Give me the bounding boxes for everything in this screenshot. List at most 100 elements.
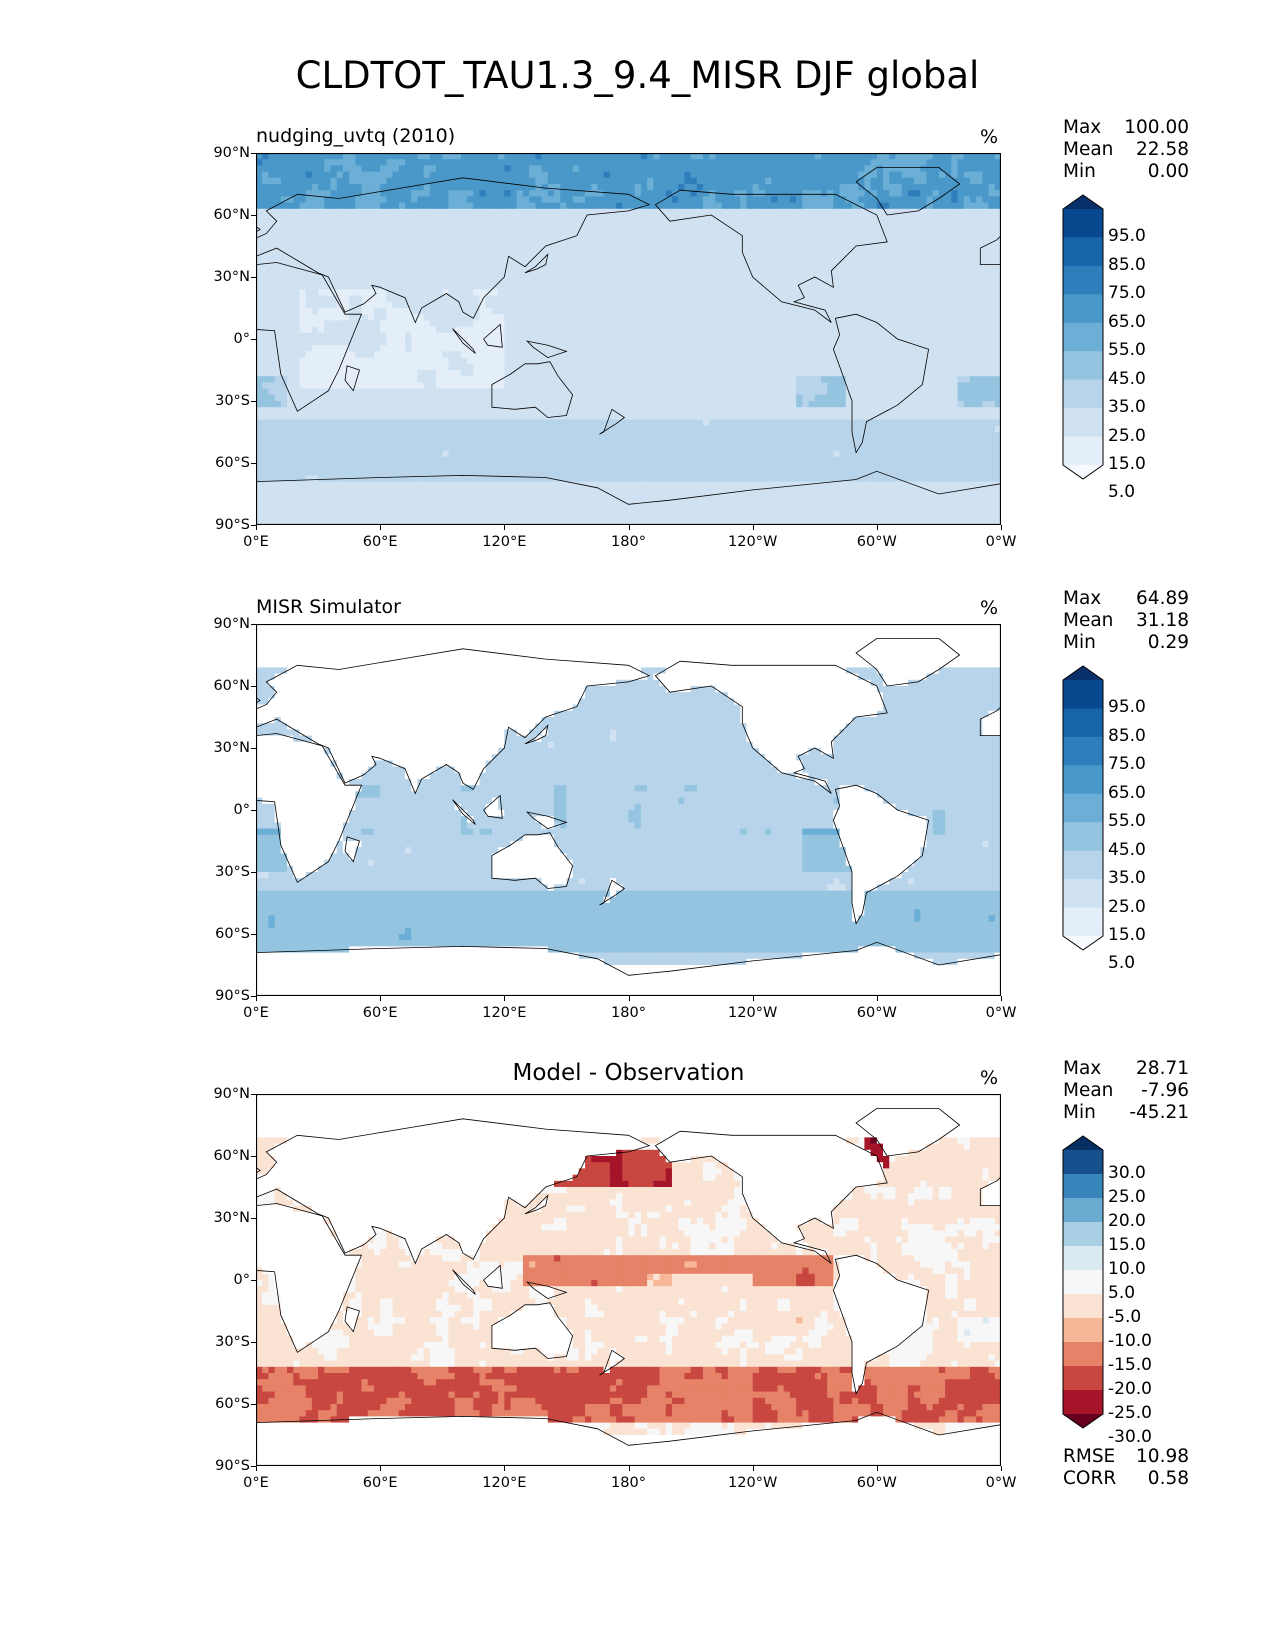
diff-lat-tick: 90°S bbox=[194, 1458, 250, 1474]
ref-colorbar-tick: 35.0 bbox=[1108, 868, 1146, 888]
diff-lat-tick-mark bbox=[251, 1218, 256, 1219]
diff-colorbar-bin bbox=[1063, 1366, 1103, 1391]
test-colorbar-tick: 95.0 bbox=[1108, 226, 1146, 246]
test-colorbar-tick: 55.0 bbox=[1108, 340, 1146, 360]
diff-colorbar-bin bbox=[1063, 1390, 1103, 1415]
test-lat-tick-mark bbox=[251, 525, 256, 526]
ref-lat-tick-mark bbox=[251, 934, 256, 935]
diff-colorbar-tick: 25.0 bbox=[1108, 1187, 1146, 1207]
ref-stat-value: 0.29 bbox=[1148, 632, 1189, 653]
ref-lat-tick-mark bbox=[251, 810, 256, 811]
test-stat-value: 100.00 bbox=[1124, 117, 1189, 138]
diff-metric-label: CORR bbox=[1063, 1468, 1116, 1489]
diff-lon-tick-mark bbox=[1001, 1466, 1002, 1471]
diff-lat-tick-mark bbox=[251, 1466, 256, 1467]
test-stat-label: Mean bbox=[1063, 139, 1113, 160]
test-lon-tick: 180° bbox=[589, 534, 669, 550]
diff-lon-tick: 180° bbox=[589, 1475, 669, 1491]
ref-colorbar-bin bbox=[1063, 708, 1103, 738]
test-lon-tick-mark bbox=[256, 525, 257, 530]
ref-map bbox=[256, 624, 1001, 996]
test-lat-tick-mark bbox=[251, 339, 256, 340]
test-units: % bbox=[980, 126, 998, 148]
test-colorbar-tick: 5.0 bbox=[1108, 482, 1135, 502]
diff-metric: RMSE 10.98 bbox=[1063, 1446, 1189, 1467]
ref-colorbar-bin bbox=[1063, 736, 1103, 766]
diff-lon-tick: 60°W bbox=[837, 1475, 917, 1491]
test-colorbar-bin bbox=[1063, 265, 1103, 295]
test-lon-tick: 60°W bbox=[837, 534, 917, 550]
diff-lat-tick: 60°S bbox=[194, 1396, 250, 1412]
ref-stat: Min 0.29 bbox=[1063, 632, 1189, 653]
test-lon-tick-mark bbox=[1001, 525, 1002, 530]
test-lon-tick: 60°E bbox=[340, 534, 420, 550]
test-lon-tick-mark bbox=[752, 525, 754, 530]
ref-colorbar-bin bbox=[1063, 822, 1103, 852]
diff-colorbar-bin bbox=[1063, 1342, 1103, 1367]
ref-lon-tick-mark bbox=[752, 996, 754, 1001]
diff-lon-tick-mark bbox=[752, 1466, 754, 1471]
test-colorbar-bin bbox=[1063, 351, 1103, 381]
test-lon-tick-mark bbox=[876, 525, 878, 530]
diff-lon-tick: 0°W bbox=[961, 1475, 1041, 1491]
diff-colorbar-bin bbox=[1063, 1222, 1103, 1247]
diff-metric: CORR 0.58 bbox=[1063, 1468, 1189, 1489]
ref-coastlines bbox=[256, 638, 1001, 996]
diff-colorbar-bin bbox=[1063, 1150, 1103, 1175]
diff-lat-tick-mark bbox=[251, 1342, 256, 1343]
ref-colorbar-tick: 95.0 bbox=[1108, 697, 1146, 717]
diff-colorbar-tick: -5.0 bbox=[1108, 1307, 1141, 1327]
test-stat: Min 0.00 bbox=[1063, 161, 1189, 182]
test-stat-value: 22.58 bbox=[1136, 139, 1189, 160]
ref-lat-tick-mark bbox=[251, 872, 256, 873]
test-colorbar bbox=[1062, 194, 1104, 480]
diff-lat-tick-mark bbox=[251, 1280, 256, 1281]
diff-lat-tick: 60°N bbox=[194, 1148, 250, 1164]
diff-stat: Mean -7.96 bbox=[1063, 1080, 1189, 1101]
ref-colorbar-tick: 25.0 bbox=[1108, 897, 1146, 917]
diff-colorbar-tick: 30.0 bbox=[1108, 1163, 1146, 1183]
test-lat-tick-mark bbox=[251, 215, 256, 216]
ref-map-frame bbox=[256, 624, 1001, 996]
ref-stat-value: 64.89 bbox=[1136, 588, 1189, 609]
ref-units: % bbox=[980, 597, 998, 619]
ref-lat-tick: 30°S bbox=[194, 864, 250, 880]
ref-lon-tick-mark bbox=[504, 996, 506, 1001]
diff-lat-tick-mark bbox=[251, 1156, 256, 1157]
test-colorbar-bin bbox=[1063, 209, 1103, 238]
ref-lon-tick-mark bbox=[876, 996, 878, 1001]
ref-colorbar-bin bbox=[1063, 879, 1103, 908]
test-colorbar-min-extension bbox=[1063, 465, 1103, 479]
diff-colorbar-bin bbox=[1063, 1246, 1103, 1271]
test-colorbar-max-extension bbox=[1063, 195, 1103, 209]
ref-stat-value: 31.18 bbox=[1136, 610, 1189, 631]
test-colorbar-bin bbox=[1063, 408, 1103, 437]
ref-lat-tick-mark bbox=[251, 624, 256, 625]
ref-stat: Max 64.89 bbox=[1063, 588, 1189, 609]
ref-lon-tick: 120°W bbox=[713, 1005, 793, 1021]
diff-stat-label: Min bbox=[1063, 1102, 1096, 1123]
test-colorbar-tick: 65.0 bbox=[1108, 312, 1146, 332]
ref-colorbar-tick: 45.0 bbox=[1108, 840, 1146, 860]
test-lat-tick-mark bbox=[251, 153, 256, 154]
diff-lat-tick-mark bbox=[251, 1404, 256, 1405]
diff-coastlines bbox=[256, 1108, 1001, 1466]
test-lon-tick: 0°E bbox=[216, 534, 296, 550]
diff-colorbar-tick: 20.0 bbox=[1108, 1211, 1146, 1231]
diff-lat-tick: 0° bbox=[194, 1272, 250, 1288]
test-lat-tick: 30°N bbox=[194, 269, 250, 285]
diff-lat-tick: 30°N bbox=[194, 1210, 250, 1226]
ref-left-title: MISR Simulator bbox=[256, 596, 401, 618]
test-colorbar-bin bbox=[1063, 294, 1103, 324]
ref-colorbar-tick: 85.0 bbox=[1108, 726, 1146, 746]
diff-stat-label: Max bbox=[1063, 1058, 1101, 1079]
ref-lat-tick: 90°S bbox=[194, 988, 250, 1004]
test-lon-tick: 120°W bbox=[713, 534, 793, 550]
test-lon-tick: 0°W bbox=[961, 534, 1041, 550]
test-stat: Mean 22.58 bbox=[1063, 139, 1189, 160]
test-lon-tick: 120°E bbox=[464, 534, 544, 550]
diff-stat-value: -45.21 bbox=[1129, 1102, 1189, 1123]
ref-lat-tick: 30°N bbox=[194, 740, 250, 756]
diff-colorbar-tick: 10.0 bbox=[1108, 1259, 1146, 1279]
ref-lon-tick: 180° bbox=[589, 1005, 669, 1021]
